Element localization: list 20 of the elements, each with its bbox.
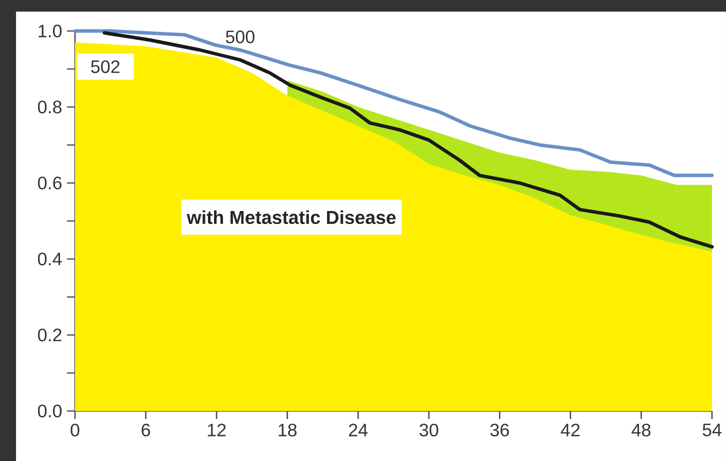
- y-tick-label: 0.6: [38, 176, 62, 190]
- series-label: 500: [226, 30, 254, 44]
- y-tick-label: 0.4: [38, 252, 62, 266]
- x-tick-label: 0: [70, 424, 80, 436]
- line-series: [73, 29, 714, 178]
- series-label: 502: [91, 60, 120, 74]
- annotation: with Metastatic Disease: [186, 210, 396, 224]
- x-tick-label: 12: [208, 424, 226, 436]
- y-tick-label: 0.2: [38, 328, 62, 342]
- x-tick-label: 6: [142, 424, 150, 436]
- x-tick-label: 42: [560, 424, 580, 436]
- y-tick-label: 1.0: [38, 24, 62, 38]
- x-tick-label: 24: [349, 424, 368, 436]
- x-tick-label: 54: [702, 424, 722, 436]
- y-tick-label: 0.0: [38, 404, 62, 418]
- x-tick-label: 18: [278, 424, 297, 436]
- x-tick-label: 48: [632, 424, 650, 436]
- x-tick-label: 30: [420, 424, 438, 436]
- x-tick-label: 36: [490, 424, 509, 436]
- y-tick-label: 0.8: [38, 100, 62, 114]
